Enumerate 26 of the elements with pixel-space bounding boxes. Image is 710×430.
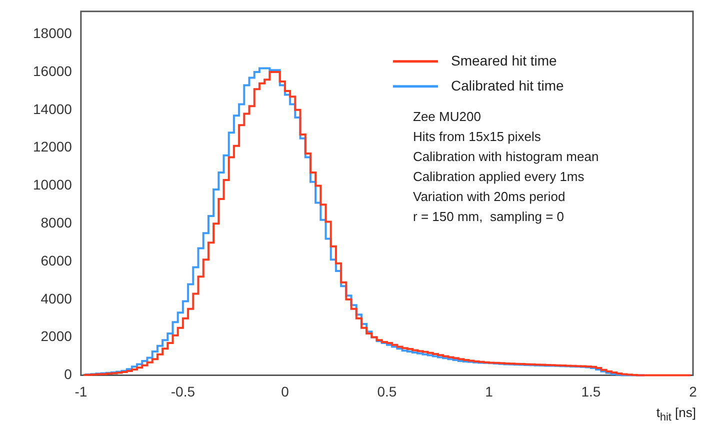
y-tick-label: 12000 — [32, 138, 72, 155]
x-tick-label: -1 — [74, 383, 88, 400]
x-tick-label: 1 — [485, 383, 494, 400]
x-tick-label: 2 — [689, 383, 698, 400]
annotation: r = 150 mm, sampling = 0 — [413, 208, 564, 224]
legend-label: Calibrated hit time — [451, 77, 564, 94]
x-tick-label: 1.5 — [581, 383, 601, 400]
y-tick-label: 16000 — [32, 62, 72, 79]
legend-label: Smeared hit time — [451, 52, 558, 68]
y-tick-label: 0 — [64, 366, 72, 382]
y-tick-label: 6000 — [40, 252, 72, 268]
annotation: Calibration with histogram mean — [413, 148, 599, 164]
x-tick-label: 0 — [281, 383, 290, 400]
y-tick-label: 4000 — [40, 290, 72, 306]
annotation: Hits from 15x15 pixels — [413, 128, 542, 144]
annotation: Calibration applied every 1ms — [413, 168, 585, 184]
x-tick-label: -0.5 — [170, 383, 196, 400]
y-tick-label: 18000 — [32, 24, 72, 41]
x-tick-label: 0.5 — [377, 383, 397, 400]
annotation: Variation with 20ms period — [413, 188, 566, 204]
y-tick-label: 10000 — [32, 176, 72, 193]
x-axis-title: t$_{hit}$ [ns] — [656, 405, 696, 424]
y-tick-label: 2000 — [40, 328, 72, 344]
y-tick-label: 8000 — [40, 214, 72, 230]
annotation: Zee MU200 — [413, 108, 481, 124]
y-tick-label: 14000 — [32, 100, 72, 117]
